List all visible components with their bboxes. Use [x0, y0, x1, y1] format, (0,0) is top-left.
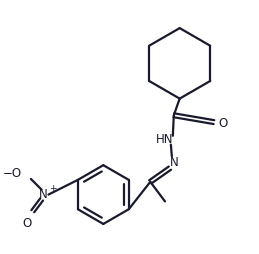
Text: N: N [39, 188, 48, 201]
Text: O: O [219, 117, 228, 130]
Text: −O: −O [3, 167, 22, 180]
Text: HN: HN [156, 133, 174, 146]
Text: +: + [49, 184, 57, 193]
Text: N: N [169, 156, 178, 169]
Text: O: O [22, 217, 32, 230]
